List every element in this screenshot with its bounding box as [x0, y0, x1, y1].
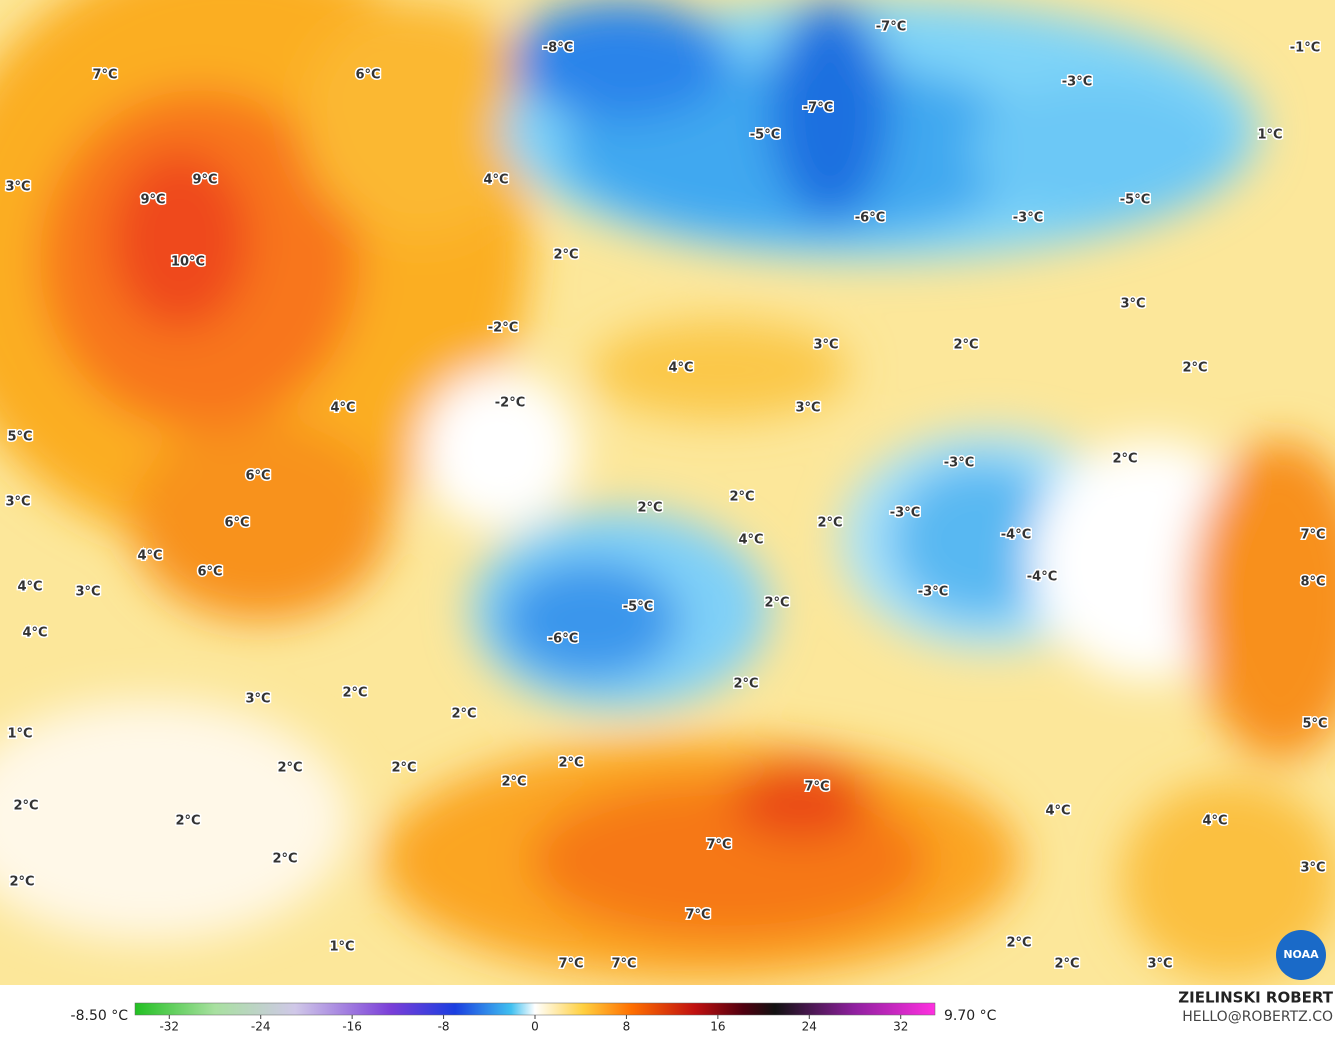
temp-label: -2°C	[495, 396, 525, 411]
temp-label: 10°C	[171, 255, 205, 270]
temp-label: -4°C	[1027, 570, 1057, 585]
temp-label: 2°C	[1054, 957, 1079, 972]
temp-label: 2°C	[733, 677, 758, 692]
temp-label: 4°C	[17, 580, 42, 595]
temp-label: 2°C	[13, 799, 38, 814]
colorbar-tick-label: -24	[251, 1020, 271, 1034]
temp-label: 6°C	[224, 516, 249, 531]
colorbar-tick-label: 32	[893, 1020, 908, 1034]
temp-label: 1°C	[329, 940, 354, 955]
temp-label: 2°C	[637, 501, 662, 516]
anomaly-field	[0, 0, 1335, 985]
contact: HELLO@ROBERTZ.CO	[1182, 1009, 1333, 1025]
temp-label: -3°C	[890, 506, 920, 521]
colorbar-tick-label: 16	[710, 1020, 725, 1034]
temp-label: 3°C	[5, 180, 30, 195]
temp-label: 2°C	[342, 686, 367, 701]
logo	[1276, 930, 1326, 980]
temp-label: 3°C	[245, 692, 270, 707]
contour-labels: -8°C -7°C -1°C 7°C 6°C -3°C -7°C -5°C 1°C 9°C 4°C 3…	[4, 18, 1329, 973]
temp-label: -8°C	[543, 41, 573, 56]
temp-label: 4°C	[483, 173, 508, 188]
temp-label: 4°C	[1045, 804, 1070, 819]
temp-label: 1°C	[1257, 128, 1282, 143]
temp-label: 5°C	[1302, 717, 1327, 732]
temp-label: -7°C	[803, 101, 833, 116]
temp-label: 2°C	[1006, 936, 1031, 951]
temp-label: 3°C	[813, 338, 838, 353]
temp-label: 8°C	[1300, 575, 1325, 590]
temp-label: 6°C	[197, 565, 222, 580]
colorbar	[134, 1002, 936, 1016]
temp-label: -3°C	[944, 456, 974, 471]
temp-label: 2°C	[391, 761, 416, 776]
temp-label: 2°C	[729, 490, 754, 505]
temp-label: 7°C	[1300, 528, 1325, 543]
temp-label: -5°C	[623, 600, 653, 615]
temp-label: 4°C	[738, 533, 763, 548]
temp-label: 2°C	[764, 596, 789, 611]
temp-label: 1°C	[7, 727, 32, 742]
temp-label: 2°C	[9, 875, 34, 890]
temp-label: 3°C	[795, 401, 820, 416]
temp-label: -6°C	[855, 211, 885, 226]
temp-label: -3°C	[1062, 75, 1092, 90]
colorbar-max: 9.70 °C	[944, 1008, 997, 1024]
temp-label: 6°C	[245, 469, 270, 484]
temp-label: -1°C	[1290, 41, 1320, 56]
temp-label: -3°C	[1013, 211, 1043, 226]
temp-label: 9°C	[140, 193, 165, 208]
colorbar-tick-label: -32	[159, 1020, 179, 1034]
temp-label: 7°C	[558, 957, 583, 972]
temp-label: 2°C	[1182, 361, 1207, 376]
temp-label: 7°C	[804, 780, 829, 795]
temp-label: 2°C	[953, 338, 978, 353]
temp-label: 4°C	[22, 626, 47, 641]
temp-label: -5°C	[1120, 193, 1150, 208]
temp-label: 4°C	[1202, 814, 1227, 829]
temp-label: 9°C	[192, 173, 217, 188]
temp-label: 2°C	[817, 516, 842, 531]
colorbar-tick-label: 24	[802, 1020, 817, 1034]
temp-label: 7°C	[92, 68, 117, 83]
colorbar-tick-label: 0	[531, 1020, 539, 1034]
temp-label: 2°C	[451, 707, 476, 722]
temp-label: 7°C	[611, 957, 636, 972]
temp-label: -6°C	[548, 632, 578, 647]
temp-label: 2°C	[558, 756, 583, 771]
temp-label: 5°C	[7, 430, 32, 445]
temp-label: -2°C	[488, 321, 518, 336]
temp-label: -4°C	[1001, 528, 1031, 543]
temp-label: 2°C	[553, 248, 578, 263]
temp-label: 4°C	[330, 401, 355, 416]
temp-label: 7°C	[706, 838, 731, 853]
temp-label: 3°C	[1120, 297, 1145, 312]
temp-label: 2°C	[272, 852, 297, 867]
temp-label: 3°C	[5, 495, 30, 510]
temp-label: 3°C	[1147, 957, 1172, 972]
logo-text: NOAA	[1283, 948, 1319, 961]
temp-label: -7°C	[876, 20, 906, 35]
author: ZIELINSKI ROBERT	[1178, 989, 1333, 1007]
colorbar-tick-label: -8	[438, 1020, 450, 1034]
colorbar-min: -8.50 °C	[71, 1008, 129, 1024]
temp-label: 3°C	[1300, 861, 1325, 876]
temp-label: -3°C	[918, 585, 948, 600]
colorbar-tick-label: -16	[342, 1020, 362, 1034]
temp-label: 6°C	[355, 68, 380, 83]
temp-label: 7°C	[685, 908, 710, 923]
temp-label: 2°C	[277, 761, 302, 776]
temp-label: -5°C	[750, 128, 780, 143]
colorbar-tick-label: 8	[623, 1020, 631, 1034]
temp-label: 4°C	[668, 361, 693, 376]
temp-label: 2°C	[501, 775, 526, 790]
temp-label: 4°C	[137, 549, 162, 564]
temp-label: 2°C	[175, 814, 200, 829]
temp-label: 2°C	[1112, 452, 1137, 467]
temp-label: 3°C	[75, 585, 100, 600]
